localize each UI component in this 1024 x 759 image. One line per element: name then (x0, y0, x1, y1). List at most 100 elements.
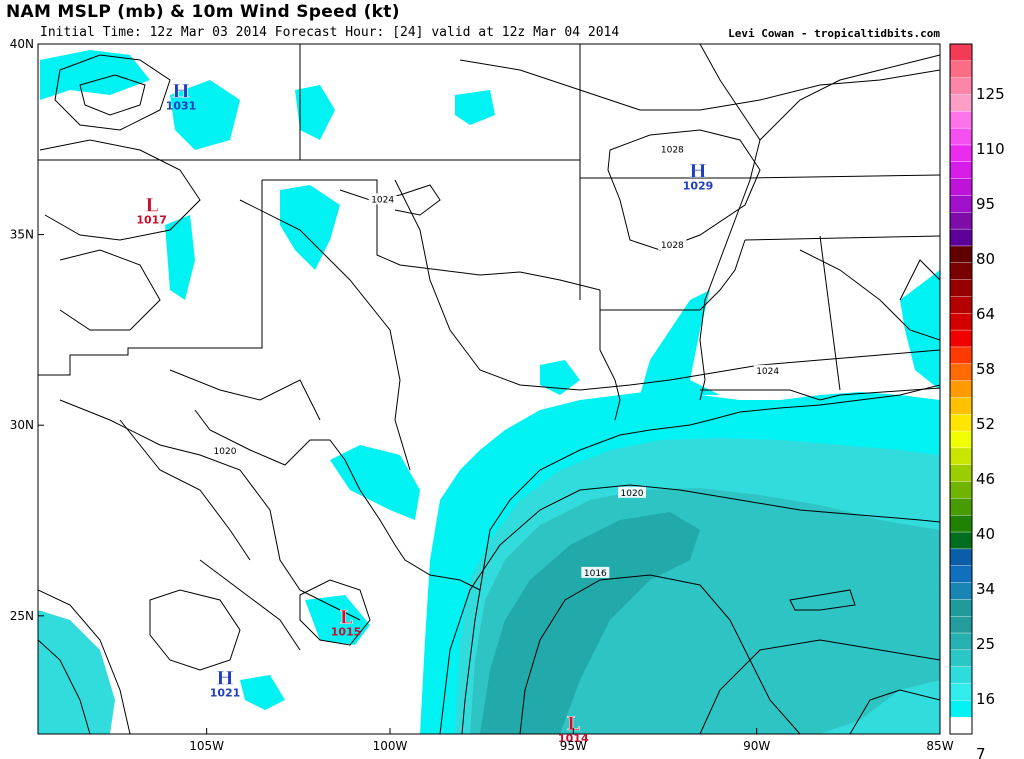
colorbar-segment (949, 649, 973, 668)
colorbar-segment (949, 700, 973, 718)
border-kentucky (759, 54, 940, 141)
colorbar-label: 52 (976, 415, 995, 433)
pressure-center-value: 1014 (558, 732, 589, 745)
baja-wind-field (38, 610, 115, 734)
us-coastline (479, 384, 940, 591)
pressure-center-value: 1031 (166, 99, 197, 112)
colorbar-label: 95 (976, 195, 995, 213)
colorbar-segment (949, 599, 973, 617)
isobar-mexico-2 (299, 579, 371, 646)
cuba-outline (789, 589, 856, 611)
colorado-wind-patch (40, 50, 150, 100)
missouri-wind-patch (455, 90, 495, 125)
isobar-label: 1020 (214, 447, 237, 457)
border-ms-al (744, 235, 940, 241)
nm-wind-patch (165, 215, 195, 300)
map-subtitle: Initial Time: 12z Mar 03 2014 Forecast H… (40, 25, 620, 40)
mexico-wind-patch (240, 675, 285, 710)
border-nm-tx (38, 180, 263, 376)
isobar-label-bg (368, 193, 397, 205)
colorbar-segment (949, 548, 973, 567)
colorbar-segment (949, 683, 973, 702)
colorbar-segment (949, 531, 973, 550)
isobar-label: 1024 (371, 195, 394, 205)
isobar-label-bg (658, 143, 687, 155)
isobar-cuba-2 (849, 689, 940, 734)
colorbar-label: 25 (976, 635, 995, 653)
colorbar-segment (949, 397, 973, 415)
isobar-labels: 1024 1028 1028 1024 1020 1020 1016 (211, 143, 782, 579)
colorbar-segment (949, 111, 973, 129)
colorbar-label: 125 (976, 85, 1005, 103)
border-la-ms (600, 239, 746, 311)
colorbar-segment (949, 430, 973, 449)
map-panel (38, 44, 940, 734)
isobar-mountain-2 (79, 74, 146, 116)
colorbar-segment (949, 178, 973, 197)
isobar-label: 1028 (661, 146, 684, 156)
east-wind-field (640, 290, 720, 395)
isobar-label-bg (211, 444, 239, 456)
colorbar-segment (949, 144, 973, 163)
map-credit: Levi Cowan - tropicaltidbits.com (728, 27, 940, 40)
colorbar-segment (949, 632, 973, 651)
isobar-cuba-1 (699, 639, 940, 734)
colorbar-label: 64 (976, 305, 995, 323)
isobar-mountain-3 (39, 139, 201, 241)
colorado-wind-patch-2 (170, 80, 240, 150)
colorbar-frame (949, 43, 973, 735)
gulf-wind-peak (480, 512, 700, 734)
lon-label: 90W (743, 739, 770, 753)
low-pressure-marker: L (339, 606, 352, 628)
isobar-east-1 (459, 59, 940, 111)
isobar-label-bg (618, 486, 646, 498)
colorbar-segment (949, 346, 973, 365)
colorbar-segment (949, 666, 973, 685)
colorbar-segment (949, 464, 973, 483)
high-pressure-marker: H (216, 667, 234, 689)
texas-wind-patch (330, 445, 420, 520)
high-pressure-marker: H (689, 160, 707, 182)
colorbar-segment (949, 329, 973, 348)
colorbar-label: 110 (976, 140, 1005, 158)
isobar-label: 1020 (621, 489, 644, 499)
border-ga-fl (899, 236, 940, 301)
isobar-1020-gulf (439, 484, 940, 734)
border-tn-ky (749, 174, 940, 179)
isobar-1028-north (607, 129, 761, 251)
rio-grande-border (194, 409, 481, 591)
lat-label: 30N (10, 418, 34, 432)
colorbar-segment (949, 279, 973, 298)
colorbar-segment (949, 262, 973, 281)
low-pressure-marker: L (145, 195, 158, 217)
isobars (38, 54, 940, 734)
lon-label: 85W (926, 739, 953, 753)
isobar-baja (38, 639, 91, 734)
mexico-internal-1 (119, 419, 251, 561)
wind-speed-shading (38, 50, 940, 734)
colorbar-segment (949, 296, 973, 314)
colorbar-segment (949, 228, 973, 247)
colorbar-segment (949, 363, 973, 382)
lon-label: 105W (189, 739, 224, 753)
colorbar-segment (949, 60, 973, 79)
colorbar-label: 7 (976, 745, 986, 759)
colorbar-label: 58 (976, 360, 995, 378)
lon-label: 100W (373, 739, 408, 753)
map-title: NAM MSLP (mb) & 10m Wind Speed (kt) (6, 2, 400, 22)
mississippi-river (699, 44, 761, 401)
border-ok-ks (262, 179, 601, 291)
lon-label: 95W (560, 739, 587, 753)
colorbar-segment (949, 414, 973, 432)
east-coast-wind (900, 270, 940, 390)
isobar-mountain-4 (59, 249, 161, 331)
axis-labels: 40N 35N 30N 25N 105W 100W 95W 90W 85W (10, 37, 954, 753)
oklahoma-wind-patch (280, 185, 340, 270)
colorbar-label: 40 (976, 525, 995, 543)
mexico-wind-patch-2 (305, 595, 370, 645)
colorbar-segment (949, 313, 973, 331)
pressure-center-value: 1017 (136, 214, 167, 227)
isobar-label-bg (658, 239, 687, 251)
colorbar-segment (949, 615, 973, 634)
